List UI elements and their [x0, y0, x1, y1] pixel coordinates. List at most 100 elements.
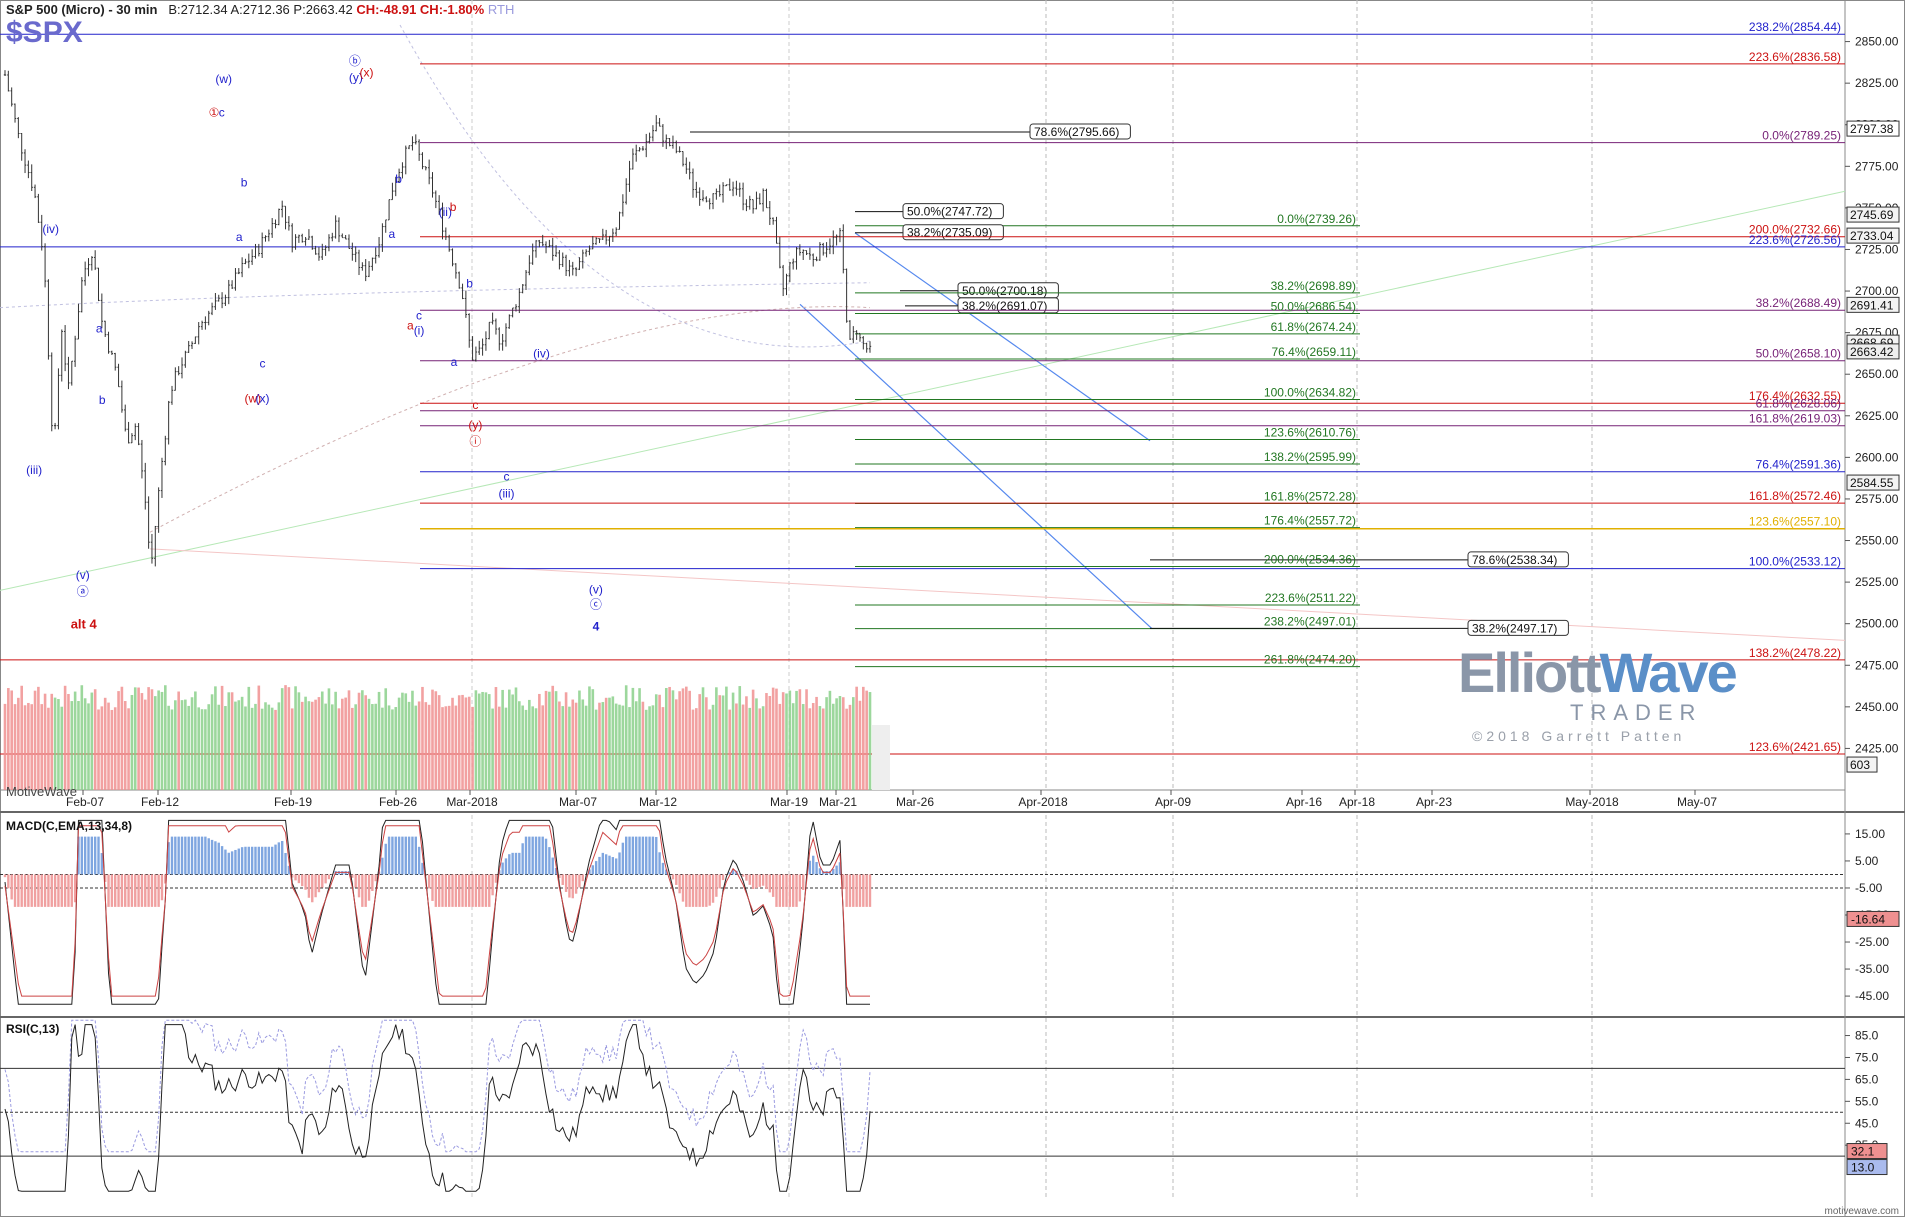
macd-hist-bar [70, 874, 73, 907]
price-tag-box [1846, 296, 1900, 313]
macd-hist-bar [838, 862, 842, 875]
macd-hist-bar [134, 874, 137, 907]
x-tick-label: Apr-2018 [1018, 795, 1068, 809]
macd-hist-bar [33, 874, 37, 907]
macd-hist-bar [314, 874, 317, 898]
fib-label: 261.8%(2474.20) [1264, 653, 1356, 667]
volume-bar [100, 706, 104, 790]
volume-bar [394, 707, 398, 790]
wave-label: ⓐ [77, 584, 89, 598]
volume-bar [858, 700, 862, 790]
macd-hist-bar [611, 857, 615, 875]
volume-bar [661, 707, 665, 790]
wave-label: (i) [414, 323, 425, 337]
macd-hist-bar [230, 851, 234, 875]
macd-hist-bar [297, 874, 301, 884]
y-tick-label: 2500.00 [1855, 617, 1899, 631]
volume-bar [127, 708, 130, 790]
volume-bar [731, 692, 735, 790]
volume-bar [384, 688, 388, 790]
volume-bar [441, 707, 444, 790]
wave-label: (x) [256, 391, 270, 405]
volume-bar [841, 697, 845, 790]
fib-label: 123.6%(2557.10) [1749, 515, 1841, 529]
volume-bar [267, 704, 271, 790]
volume-bar [143, 699, 147, 790]
volume-bar [187, 705, 190, 790]
volume-bar [681, 688, 685, 790]
volume-bar [678, 691, 681, 790]
volume-bar [257, 685, 261, 790]
macd-hist-bar [404, 836, 407, 875]
macd-hist-bar [571, 874, 574, 899]
volume-bars [3, 685, 872, 790]
fib-label: 223.6%(2511.22) [1265, 591, 1356, 605]
macd-hist-bar [494, 874, 498, 883]
fib-label: 78.6%(2538.34) [1472, 553, 1557, 567]
volume-bar [404, 693, 408, 790]
volume-bar [541, 705, 545, 790]
volume-bar [204, 709, 207, 790]
macd-hist-bar [397, 836, 401, 875]
macd-hist-bar [140, 874, 144, 907]
volume-bar [60, 706, 64, 790]
macd-hist-bar [260, 846, 264, 875]
volume-bar [184, 699, 187, 790]
volume-bar [170, 709, 174, 790]
volume-bar [357, 692, 361, 790]
macd-hist-bar [594, 861, 598, 875]
volume-bar [137, 687, 140, 790]
volume-bar [290, 708, 294, 790]
x-tick-label: Apr-18 [1339, 795, 1375, 809]
volume-bar [775, 688, 778, 790]
volume-bar [207, 704, 211, 790]
volume-bar [745, 696, 748, 790]
macd-hist-bar [117, 874, 120, 907]
macd-hist-bar [778, 874, 782, 907]
macd-hist-bar [701, 874, 705, 907]
symbol-label: $SPX [6, 16, 83, 49]
macd-hist-bar [604, 854, 608, 875]
macd-hist-bar [421, 862, 424, 875]
wave-label: a [96, 322, 103, 336]
volume-bar [47, 707, 50, 790]
x-tick-label: Mar-2018 [446, 795, 498, 809]
volume-bar [835, 698, 838, 790]
volume-bar [638, 688, 641, 790]
macd-hist-bar [274, 844, 277, 875]
wave-label: (x) [360, 66, 374, 80]
volume-bar [695, 708, 698, 790]
macd-hist-bar [554, 868, 558, 875]
volume-bar [514, 687, 518, 790]
volume-bar [367, 698, 371, 790]
macd-hist-bar [638, 836, 641, 875]
volume-bar [407, 701, 411, 790]
macd-hist-bar [781, 874, 785, 907]
volume-bar [751, 689, 755, 790]
y-tick-label: 2850.00 [1855, 35, 1899, 49]
wave-label: c [219, 105, 225, 119]
fib-label: 123.6%(2421.65) [1749, 740, 1841, 754]
volume-bar [618, 704, 621, 790]
volume-bar [194, 691, 197, 790]
macd-hist-bar [124, 874, 127, 907]
volume-bar [327, 688, 331, 790]
volume-bar [237, 700, 241, 790]
volume-bar [471, 706, 474, 790]
price-tag-box [1846, 227, 1900, 244]
volume-bar [224, 706, 227, 790]
macd-hist-bar [842, 874, 845, 890]
logo-copyright: ©2018 Garrett Patten [1472, 728, 1686, 744]
volume-bar [427, 704, 431, 790]
wave-label: 4 [593, 619, 600, 633]
volume-bar [424, 702, 428, 790]
volume-bar [264, 702, 267, 790]
macd-hist-bar [391, 836, 394, 875]
wave-label: (iv) [42, 222, 59, 236]
volume-bar [621, 705, 625, 790]
x-tick-label: Mar-21 [819, 795, 857, 809]
volume-bar [227, 692, 231, 790]
volume-bar [113, 707, 117, 790]
macd-hist-bar [852, 874, 855, 907]
